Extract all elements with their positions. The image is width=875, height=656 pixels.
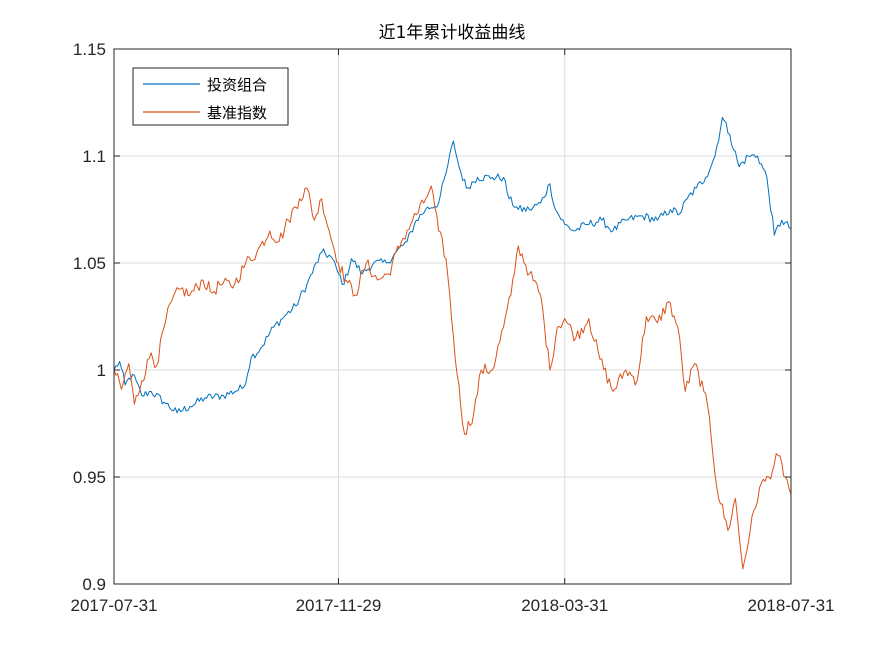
series-layer <box>113 117 792 570</box>
y-tick-label: 1.15 <box>73 40 106 59</box>
x-tick-label: 2018-03-31 <box>521 596 608 615</box>
legend-label-portfolio: 投资组合 <box>207 76 267 94</box>
grid-lines <box>114 49 791 584</box>
x-tick-label: 2017-07-31 <box>71 596 158 615</box>
y-tick-label: 1.1 <box>82 147 106 166</box>
y-tick-label: 0.95 <box>73 468 106 487</box>
plot-area <box>114 49 791 584</box>
y-tick-label: 1.05 <box>73 254 106 273</box>
axes-box <box>113 48 792 585</box>
ticks: 0.9 0.95 1 1.05 1.1 1.15 2017-07-31 2017-11-29 2… <box>71 40 835 615</box>
legend-label-benchmark: 基准指数 <box>207 104 267 122</box>
y-tick-label: 1 <box>97 361 106 380</box>
x-tick-label: 2017-11-29 <box>296 596 382 615</box>
series-line-portfolio <box>113 117 792 414</box>
legend: 投资组合 基准指数 <box>132 67 289 126</box>
x-tick-label: 2018-07-31 <box>748 596 835 615</box>
chart-title: 近1年累计收益曲线 <box>379 23 526 43</box>
y-tick-label: 0.9 <box>82 575 106 594</box>
legend-box <box>132 67 289 126</box>
series-line-benchmark <box>113 185 792 570</box>
